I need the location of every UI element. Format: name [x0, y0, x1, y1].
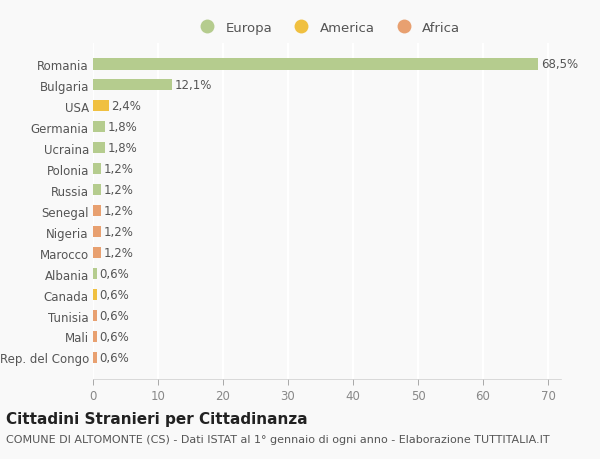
Text: COMUNE DI ALTOMONTE (CS) - Dati ISTAT al 1° gennaio di ogni anno - Elaborazione : COMUNE DI ALTOMONTE (CS) - Dati ISTAT al…: [6, 434, 550, 444]
Bar: [93, 185, 101, 196]
Text: 68,5%: 68,5%: [541, 58, 578, 71]
Text: 1,8%: 1,8%: [107, 121, 137, 134]
Text: 1,8%: 1,8%: [107, 142, 137, 155]
Text: 1,2%: 1,2%: [103, 184, 133, 197]
Text: 0,6%: 0,6%: [100, 268, 129, 280]
Text: 0,6%: 0,6%: [100, 351, 129, 364]
Bar: [93, 101, 109, 112]
Text: 12,1%: 12,1%: [174, 79, 212, 92]
Bar: [93, 163, 101, 175]
Bar: [93, 226, 101, 238]
Text: 0,6%: 0,6%: [100, 309, 129, 322]
Bar: [93, 310, 97, 322]
Bar: [93, 122, 105, 133]
Bar: [93, 352, 97, 364]
Bar: [93, 59, 538, 70]
Bar: [93, 289, 97, 301]
Text: 1,2%: 1,2%: [103, 205, 133, 218]
Bar: [93, 80, 172, 91]
Text: 1,2%: 1,2%: [103, 163, 133, 176]
Bar: [93, 331, 97, 342]
Bar: [93, 205, 101, 217]
Text: 0,6%: 0,6%: [100, 288, 129, 302]
Legend: Europa, America, Africa: Europa, America, Africa: [188, 17, 466, 40]
Bar: [93, 247, 101, 259]
Bar: [93, 268, 97, 280]
Bar: [93, 143, 105, 154]
Text: Cittadini Stranieri per Cittadinanza: Cittadini Stranieri per Cittadinanza: [6, 411, 308, 426]
Text: 2,4%: 2,4%: [111, 100, 141, 113]
Text: 1,2%: 1,2%: [103, 246, 133, 259]
Text: 0,6%: 0,6%: [100, 330, 129, 343]
Text: 1,2%: 1,2%: [103, 225, 133, 239]
